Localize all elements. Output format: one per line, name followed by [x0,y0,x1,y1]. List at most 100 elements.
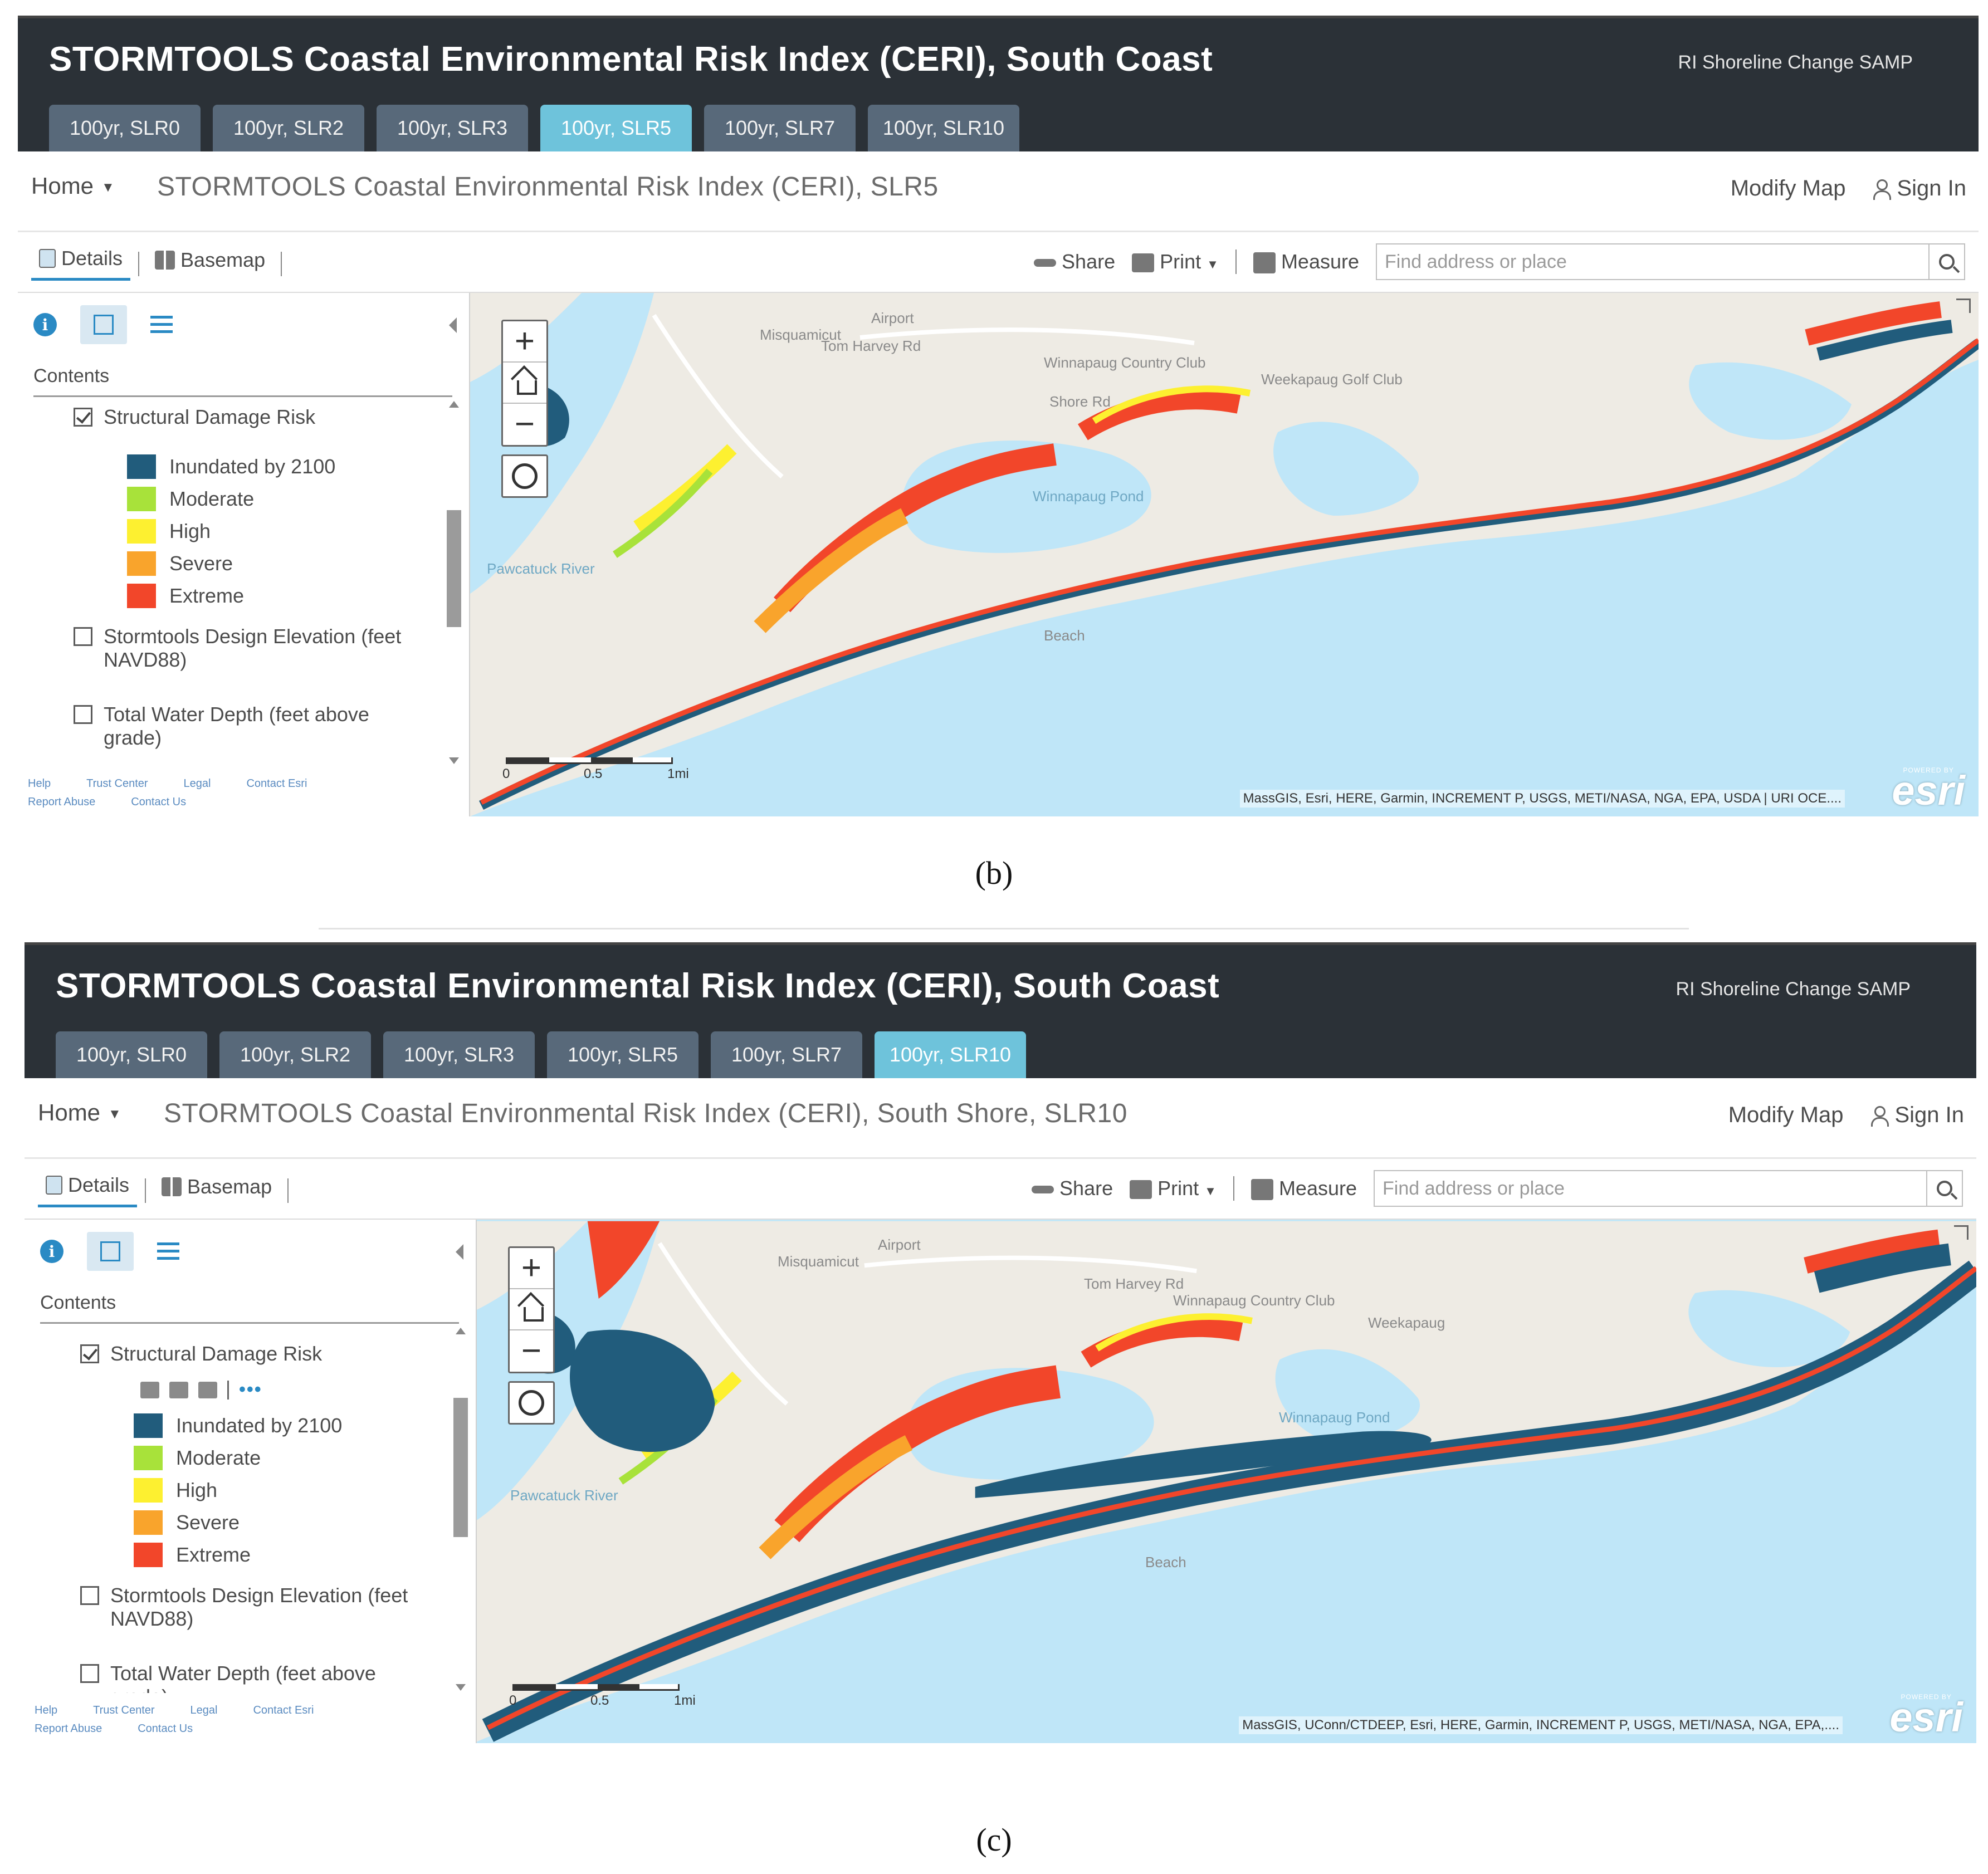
expand-icon[interactable] [1954,1225,1969,1240]
search-button[interactable] [1926,1171,1962,1206]
layer-design-elevation[interactable]: Stormtools Design Elevation (feet NAVD88… [80,1584,422,1631]
basemap-button[interactable]: Basemap [147,248,273,280]
layer-checkbox[interactable] [74,408,92,427]
layer-total-water-depth[interactable]: Total Water Depth (feet above grade) [80,1662,422,1693]
basemap-button[interactable]: Basemap [154,1175,280,1206]
tab-slr2[interactable]: 100yr, SLR2 [213,105,364,151]
scroll-down-icon[interactable] [456,1684,466,1691]
zoom-in-button[interactable]: + [510,1248,553,1289]
layer-total-water-depth[interactable]: Total Water Depth (feet above grade) [74,703,416,750]
measure-button[interactable]: Measure [1251,1177,1357,1201]
legend-label: Inundated by 2100 [176,1414,343,1437]
search-input[interactable] [1377,245,1923,278]
collapse-panel-icon[interactable] [449,317,457,333]
tab-slr10[interactable]: 100yr, SLR10 [875,1031,1026,1078]
app-subtitle[interactable]: RI Shoreline Change SAMP [1678,52,1913,73]
collapse-panel-icon[interactable] [456,1244,463,1260]
style-icon[interactable] [198,1381,217,1398]
table-icon[interactable] [140,1381,159,1398]
contact-esri-link[interactable]: Contact Esri [246,777,307,790]
content-list-icon[interactable] [157,1240,179,1263]
layer-checkbox[interactable] [74,705,92,724]
measure-button[interactable]: Measure [1253,250,1359,274]
zoom-in-button[interactable]: + [503,321,546,363]
map-canvas[interactable] [470,293,1979,816]
tab-slr0[interactable]: 100yr, SLR0 [56,1031,207,1078]
esri-logo[interactable]: POWERED BY esri [1889,1693,1963,1738]
scroll-up-icon[interactable] [456,1328,466,1334]
scale-label-0: 0 [509,1693,517,1708]
home-menu[interactable]: Home ▼ [31,173,115,199]
trust-center-link[interactable]: Trust Center [86,777,148,790]
home-extent-button[interactable] [503,363,546,404]
legend-icon[interactable] [80,305,127,344]
severe-risk-zone [754,508,908,633]
tab-slr2[interactable]: 100yr, SLR2 [219,1031,371,1078]
map-view[interactable]: Tom Harvey Rd Winnapaug Country Club Misqu… [477,1220,1976,1743]
app-subtitle[interactable]: RI Shoreline Change SAMP [1676,978,1911,1000]
zoom-out-button[interactable]: − [514,405,535,443]
layer-design-elevation[interactable]: Stormtools Design Elevation (feet NAVD88… [74,625,416,672]
layer-list-scrollbar[interactable] [452,1325,469,1693]
home-icon [519,1298,544,1322]
details-button[interactable]: Details [38,1173,138,1207]
extreme-risk-zone [1805,301,1942,346]
map-canvas[interactable] [477,1220,1976,1743]
zoom-out-button[interactable]: − [521,1332,542,1370]
search-button[interactable] [1928,244,1964,279]
map-view[interactable]: Tom Harvey Rd Winnapaug Country Club Shore… [470,293,1979,816]
scroll-down-icon[interactable] [449,757,459,764]
legal-link[interactable]: Legal [183,777,211,790]
scroll-up-icon[interactable] [449,401,459,408]
tab-slr3[interactable]: 100yr, SLR3 [377,105,528,151]
layer-checkbox[interactable] [80,1344,99,1363]
trust-center-link[interactable]: Trust Center [93,1704,155,1716]
print-button[interactable]: Print ▼ [1130,1177,1217,1200]
report-abuse-link[interactable]: Report Abuse [28,796,96,808]
layer-structural-damage-risk[interactable]: Structural Damage Risk [74,405,416,429]
info-icon[interactable]: i [40,1240,64,1263]
more-options-icon[interactable]: ••• [239,1379,262,1400]
layer-list-scrollbar[interactable] [446,399,462,766]
print-button[interactable]: Print ▼ [1132,250,1219,273]
tab-slr0[interactable]: 100yr, SLR0 [49,105,201,151]
contact-esri-link[interactable]: Contact Esri [253,1704,314,1716]
locate-button[interactable] [508,1381,555,1425]
modify-map-link[interactable]: Modify Map [1728,1103,1844,1127]
layer-checkbox[interactable] [80,1586,99,1605]
legal-link[interactable]: Legal [190,1704,218,1716]
details-button[interactable]: Details [31,247,131,281]
layer-structural-damage-risk[interactable]: Structural Damage Risk [80,1342,422,1366]
content-list-icon[interactable] [150,314,173,336]
report-abuse-link[interactable]: Report Abuse [35,1723,102,1735]
help-link[interactable]: Help [28,777,51,790]
sign-in-link[interactable]: Sign In [1872,176,1966,201]
contact-us-link[interactable]: Contact Us [138,1723,193,1735]
home-extent-button[interactable] [510,1289,553,1330]
expand-icon[interactable] [1956,299,1971,313]
share-button[interactable]: Share [1034,250,1115,273]
help-link[interactable]: Help [35,1704,58,1716]
layer-checkbox[interactable] [80,1664,99,1683]
contact-us-link[interactable]: Contact Us [131,796,187,808]
layer-checkbox[interactable] [74,627,92,646]
share-button[interactable]: Share [1032,1177,1113,1200]
info-icon[interactable]: i [33,313,57,336]
grid-icon[interactable] [169,1381,188,1398]
tab-slr7[interactable]: 100yr, SLR7 [711,1031,862,1078]
search-input[interactable] [1375,1172,1921,1205]
locate-button[interactable] [501,454,548,498]
tab-slr5[interactable]: 100yr, SLR5 [547,1031,699,1078]
tab-slr10[interactable]: 100yr, SLR10 [868,105,1019,151]
tab-slr3[interactable]: 100yr, SLR3 [383,1031,535,1078]
scroll-thumb[interactable] [447,510,461,627]
scroll-thumb[interactable] [453,1398,468,1537]
sign-in-link[interactable]: Sign In [1870,1103,1964,1128]
basemap-label: Basemap [180,248,266,271]
legend-icon[interactable] [87,1232,134,1271]
tab-slr7[interactable]: 100yr, SLR7 [704,105,856,151]
tab-slr5[interactable]: 100yr, SLR5 [540,105,692,151]
modify-map-link[interactable]: Modify Map [1730,176,1846,200]
home-menu[interactable]: Home ▼ [38,1099,121,1126]
esri-logo[interactable]: POWERED BY esri [1892,766,1965,811]
